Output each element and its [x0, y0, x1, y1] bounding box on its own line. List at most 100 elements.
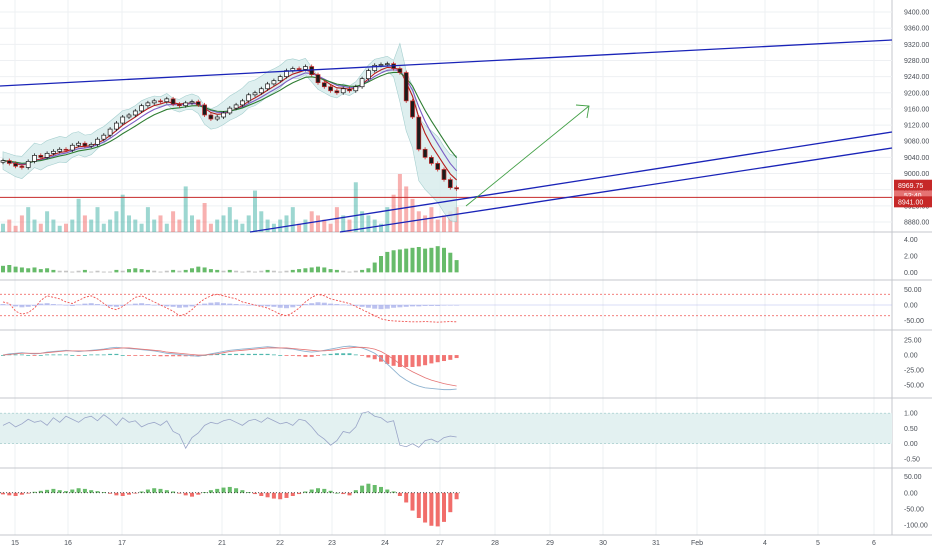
macd-hist-34 [215, 353, 220, 356]
osc-bar-39 [246, 492, 251, 493]
x-tick-4: 22 [276, 540, 284, 547]
osc-bar-12 [76, 488, 81, 493]
macd-hist-61 [385, 355, 390, 364]
macd-hist-8 [51, 354, 56, 356]
candle-body-20 [126, 114, 132, 118]
volume-bar-60 [379, 223, 383, 232]
macd-hist-56 [353, 354, 358, 356]
candle-body-65 [410, 100, 415, 118]
osc-bar-22 [139, 491, 144, 493]
price-axis[interactable]: 9400.00 9360.00 9320.00 9280.00 9240.00 9200.… [894, 10, 932, 530]
osc-bar-63 [397, 492, 402, 496]
volume-bar-3 [19, 215, 24, 232]
volume-bar-70 [442, 215, 446, 232]
stoch-hist-3 [19, 305, 25, 308]
stoch-tick-0: 50.00 [904, 287, 922, 294]
green-hist-bar-66 [416, 247, 421, 273]
green-hist-bar-15 [95, 270, 100, 273]
candle-body-19 [120, 116, 126, 124]
candle-body-61 [384, 63, 390, 66]
stoch-hist-34 [214, 302, 220, 305]
green-hist-bar-43 [271, 270, 276, 273]
stoch-hist-13 [82, 303, 88, 305]
green-hist-bar-40 [253, 271, 257, 273]
candle-body-11 [69, 144, 75, 151]
volume-bar-41 [259, 211, 264, 232]
green-hist-bar-62 [391, 250, 396, 273]
stoch-hist-25 [158, 305, 163, 306]
candle-body-44 [277, 76, 283, 82]
candle-body-64 [403, 72, 409, 102]
candle-body-69 [435, 163, 441, 170]
osc-bar-52 [328, 490, 333, 493]
osc-tick-2: -50.00 [904, 506, 924, 513]
green-hist-bar-35 [221, 270, 226, 273]
stoch-hist-47 [296, 305, 302, 306]
candle-body-52 [328, 86, 333, 92]
green-hist-bar-71 [448, 252, 453, 273]
osc-bar-41 [259, 492, 264, 496]
x-tick-12: Feb [691, 540, 703, 547]
candle-body-30 [189, 101, 195, 104]
volume-bar-8 [51, 219, 56, 232]
macd-hist-43 [271, 354, 276, 356]
macd-hist-58 [366, 355, 371, 358]
time-axis[interactable]: 15 16 17 21 22 23 24 27 28 29 30 31 Feb 4 5 6 [11, 540, 876, 547]
stoch-hist-71 [447, 305, 453, 306]
stoch-hist-54 [340, 304, 346, 306]
stoch-hist-6 [38, 303, 44, 305]
osc-bar-16 [101, 492, 106, 493]
green-hist-bar-14 [89, 271, 94, 273]
price-tick-13: 8880.00 [904, 219, 929, 226]
candle-body-27 [170, 98, 176, 105]
stoch-hist-15 [95, 304, 100, 305]
stoch-hist-39 [246, 305, 252, 306]
green-hist-bar-25 [158, 271, 163, 273]
stoch-hist-31 [195, 304, 201, 306]
osc-bar-17 [108, 492, 113, 494]
candle-body-12 [76, 142, 81, 146]
candle-body-48 [303, 66, 308, 70]
volume-bar-25 [158, 215, 163, 232]
green-hist-bar-21 [133, 268, 138, 273]
candle-body-47 [296, 68, 302, 70]
osc-bar-5 [32, 491, 37, 493]
volume-bar-23 [145, 207, 150, 232]
candle-body-13 [82, 142, 88, 147]
green-hist-bar-36 [227, 269, 232, 273]
macd-hist-51 [322, 354, 327, 356]
candle-body-66 [416, 116, 422, 150]
osc-bar-0 [1, 492, 5, 495]
projection-arrow-head [575, 104, 590, 119]
green-hist-bar-37 [234, 270, 239, 273]
macd-hist-40 [253, 353, 257, 356]
green-hist-bar-63 [397, 249, 402, 273]
candle-body-5 [32, 155, 37, 162]
green-hist-bar-49 [309, 267, 314, 273]
candle-body-25 [158, 100, 163, 103]
volume-bar-29 [183, 186, 188, 232]
macd-hist-67 [423, 355, 428, 366]
stoch-hist-56 [353, 305, 359, 306]
osc-bar-36 [227, 486, 232, 493]
volume-bar-40 [253, 190, 257, 232]
green-tick-0: 4.00 [904, 237, 918, 244]
macd-tick-2: -25.00 [904, 367, 924, 374]
stoch-tick-1: 0.00 [904, 303, 918, 310]
stoch-tick-2: -50.00 [904, 318, 924, 325]
macd-hist-5 [32, 355, 37, 356]
stoch-hist-46 [290, 305, 296, 308]
x-tick-0: 15 [11, 540, 19, 547]
x-tick-8: 28 [491, 540, 499, 547]
green-hist-bar-34 [215, 269, 220, 273]
volume-bar-10 [64, 223, 68, 232]
osc-bar-34 [215, 488, 220, 493]
macd-line [2, 345, 457, 391]
stoch-hist-19 [120, 305, 126, 306]
candle-body-14 [88, 144, 94, 147]
candle-body-23 [145, 102, 151, 107]
candle-body-43 [271, 80, 277, 85]
osc-bar-6 [38, 490, 43, 493]
volume-bar-57 [360, 211, 365, 232]
volume-bar-69 [435, 219, 440, 232]
